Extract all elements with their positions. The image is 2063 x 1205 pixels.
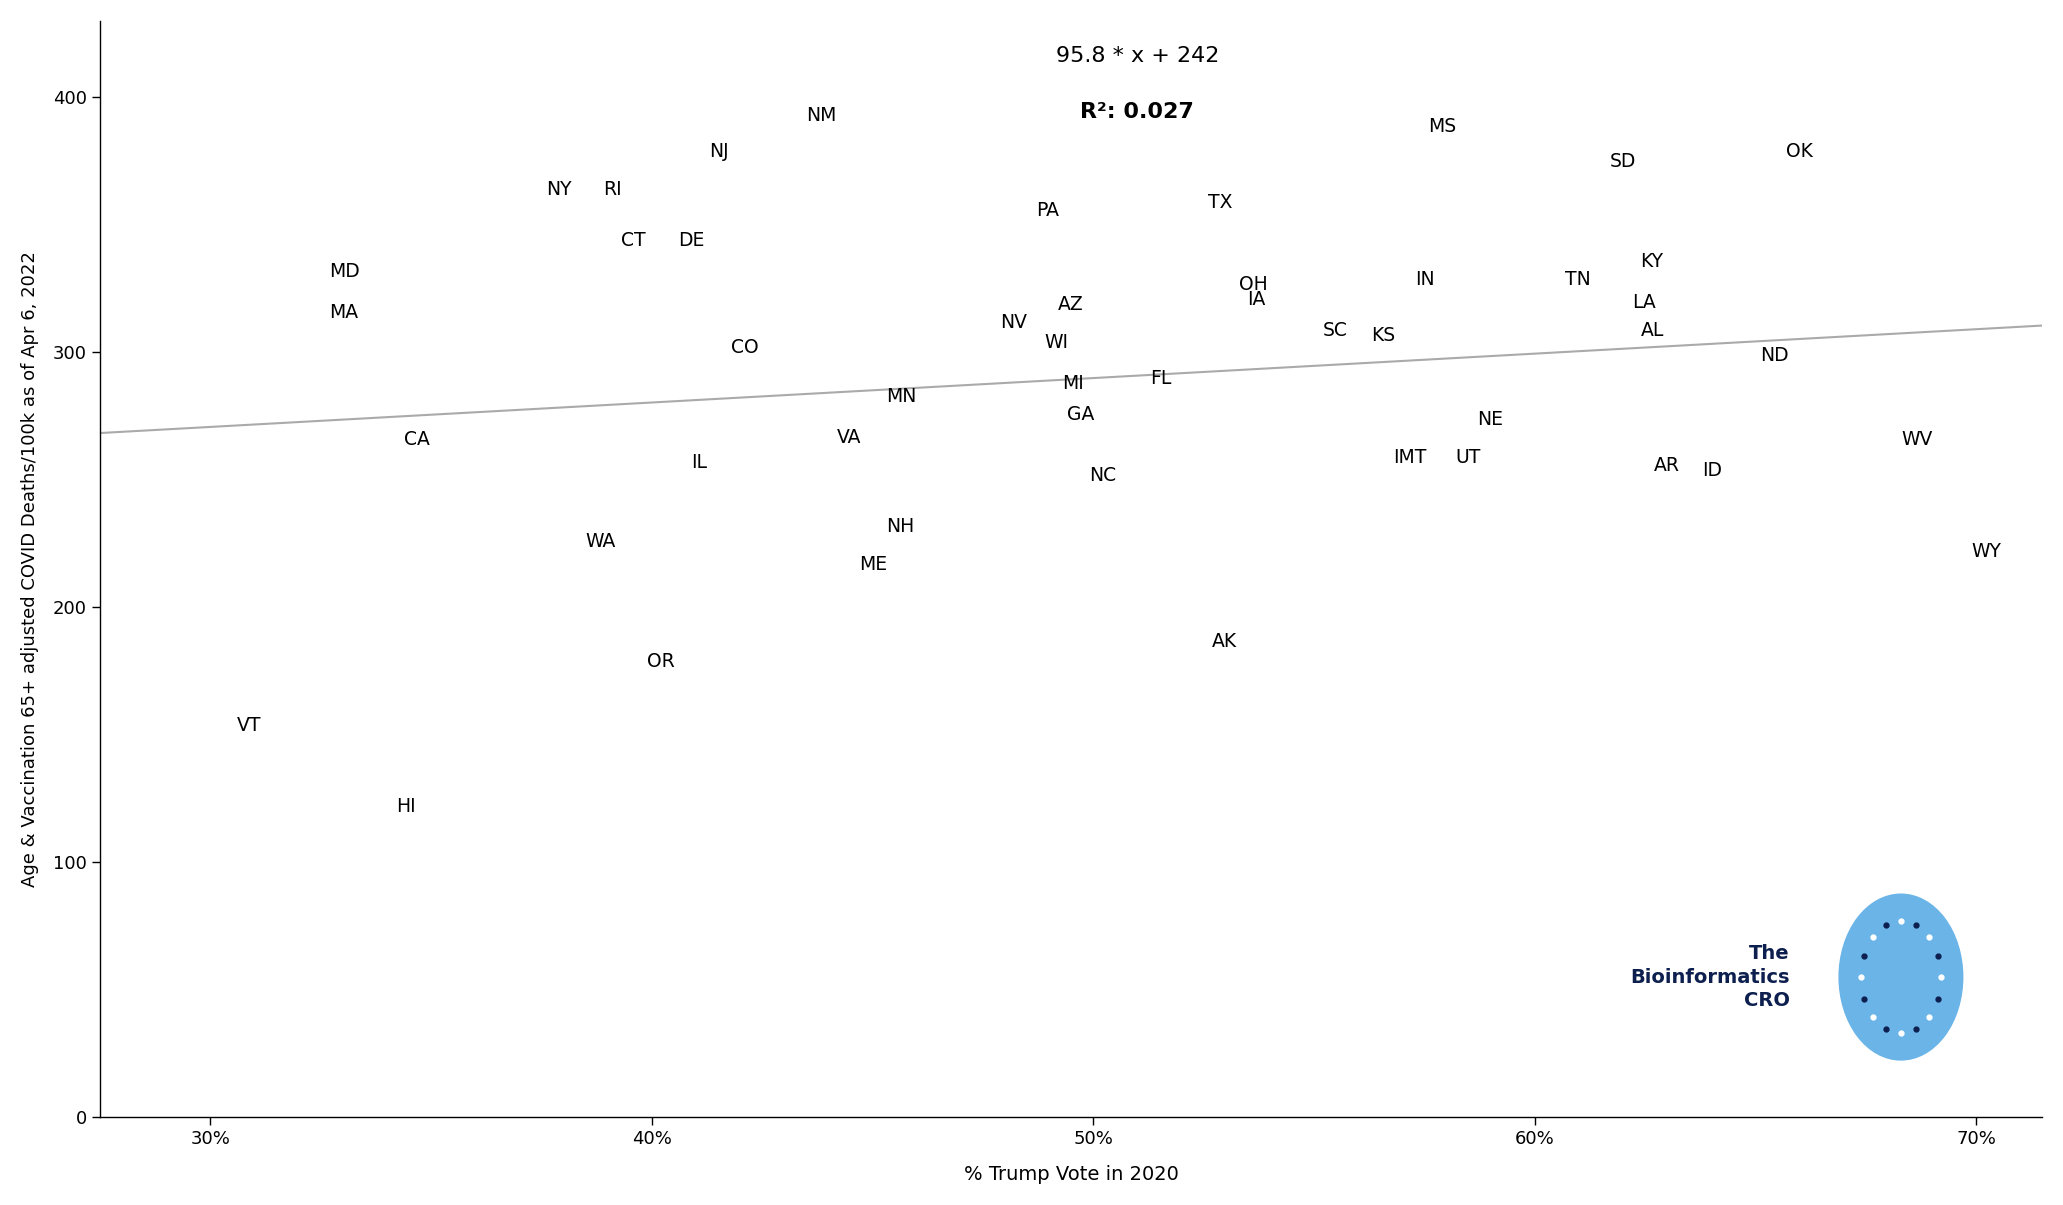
Y-axis label: Age & Vaccination 65+ adjusted COVID Deaths/100k as of Apr 6, 2022: Age & Vaccination 65+ adjusted COVID Dea… — [21, 251, 39, 887]
Text: NJ: NJ — [710, 142, 728, 161]
Text: AK: AK — [1213, 631, 1238, 651]
Text: RI: RI — [602, 181, 621, 199]
Text: VT: VT — [237, 716, 262, 735]
Text: WA: WA — [586, 533, 617, 551]
Text: ME: ME — [858, 556, 887, 574]
Text: CO: CO — [730, 339, 759, 358]
Text: KY: KY — [1640, 252, 1663, 271]
Text: DE: DE — [679, 231, 706, 251]
Text: MA: MA — [330, 302, 359, 322]
Text: LA: LA — [1632, 293, 1655, 312]
Text: IA: IA — [1248, 290, 1267, 308]
Text: ID: ID — [1702, 460, 1723, 480]
Text: SC: SC — [1322, 321, 1347, 340]
Text: AR: AR — [1655, 455, 1679, 475]
Text: FL: FL — [1151, 369, 1172, 388]
Text: WY: WY — [1972, 542, 2001, 562]
Text: OH: OH — [1238, 275, 1267, 294]
Text: The
Bioinformatics
CRO: The Bioinformatics CRO — [1630, 944, 1791, 1010]
Text: NE: NE — [1477, 410, 1504, 429]
Text: TX: TX — [1207, 193, 1232, 212]
Text: VA: VA — [838, 428, 862, 447]
Text: HI: HI — [396, 798, 415, 817]
Ellipse shape — [1838, 894, 1962, 1060]
Text: MD: MD — [330, 261, 361, 281]
Text: UT: UT — [1454, 448, 1481, 468]
Text: OR: OR — [648, 652, 675, 671]
X-axis label: % Trump Vote in 2020: % Trump Vote in 2020 — [963, 1165, 1178, 1185]
Text: IMT: IMT — [1393, 448, 1428, 468]
Text: IN: IN — [1415, 270, 1436, 288]
Text: IL: IL — [691, 453, 708, 472]
Text: WI: WI — [1044, 334, 1069, 352]
Text: R²: 0.027: R²: 0.027 — [1081, 102, 1194, 123]
Text: PA: PA — [1036, 201, 1058, 219]
Text: CT: CT — [621, 231, 646, 251]
Text: SD: SD — [1609, 152, 1636, 171]
Text: NY: NY — [547, 181, 571, 199]
Text: GA: GA — [1067, 405, 1093, 424]
Text: TN: TN — [1566, 270, 1591, 288]
Text: AZ: AZ — [1058, 295, 1083, 315]
Text: MN: MN — [885, 387, 916, 406]
Text: OK: OK — [1787, 142, 1813, 161]
Text: AL: AL — [1640, 321, 1665, 340]
Text: KS: KS — [1372, 325, 1395, 345]
Text: CA: CA — [404, 430, 431, 449]
Text: MI: MI — [1062, 374, 1083, 393]
Text: WV: WV — [1900, 430, 1933, 449]
Text: 95.8 * x + 242: 95.8 * x + 242 — [1056, 46, 1219, 66]
Text: NH: NH — [885, 517, 914, 536]
Text: NV: NV — [1001, 313, 1027, 331]
Text: NC: NC — [1089, 466, 1116, 484]
Text: ND: ND — [1760, 346, 1789, 365]
Text: MS: MS — [1428, 117, 1456, 136]
Text: NM: NM — [807, 106, 838, 125]
